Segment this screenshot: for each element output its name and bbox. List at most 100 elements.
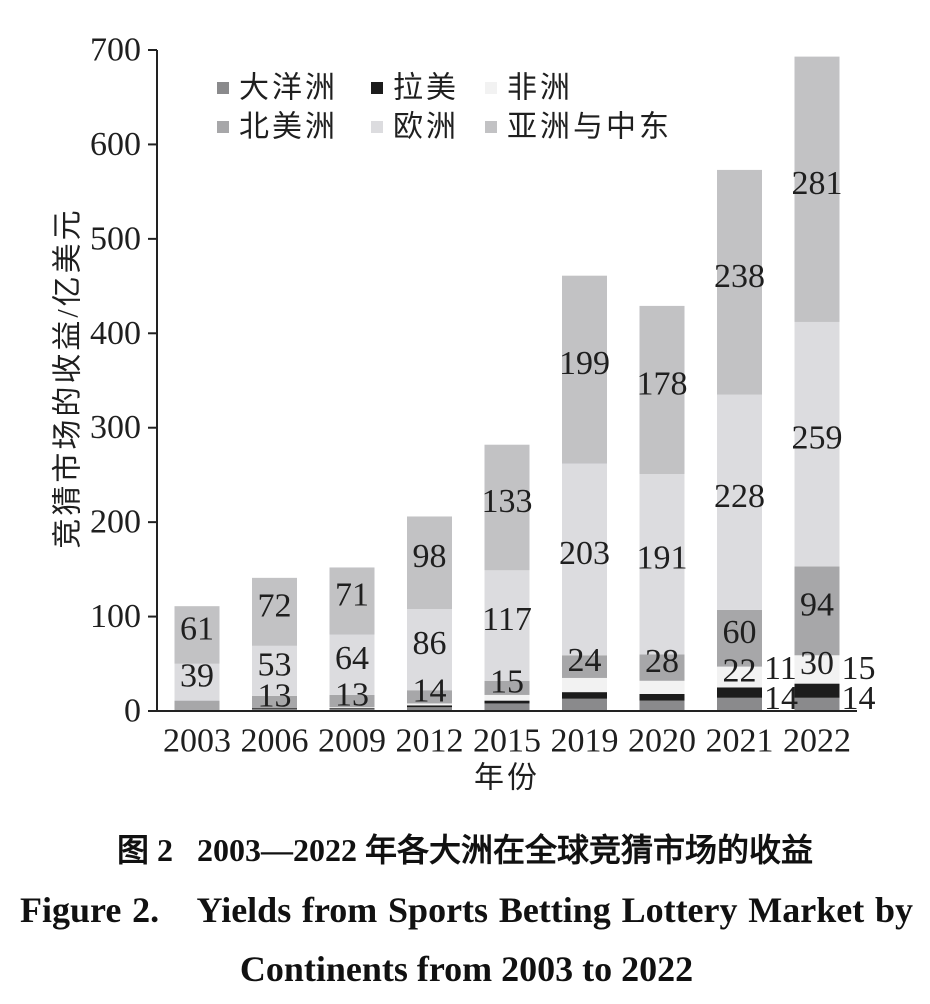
bar-2012-segment-1	[407, 707, 452, 711]
legend-swatch	[371, 121, 383, 133]
data-label-2021-segment-5: 228	[714, 478, 765, 515]
y-tick-label-100: 100	[90, 598, 141, 635]
y-axis-title: 竞猜市场的收益/亿美元	[52, 207, 85, 548]
bar-2021-segment-3	[717, 666, 762, 688]
bar-2003-segment-6	[174, 606, 220, 664]
x-tick-label-2021: 2021	[706, 723, 774, 760]
figure-caption-english: Figure 2. Yields from Sports Betting Lot…	[20, 881, 913, 999]
bar-2012-segment-5	[407, 609, 452, 691]
bar-2019-segment-1	[562, 698, 607, 711]
legend-label: 欧洲	[393, 111, 459, 144]
bars-group	[174, 56, 840, 711]
bar-2021-segment-5	[717, 394, 762, 610]
bar-2009-segment-3	[329, 707, 375, 709]
bar-2009-segment-6	[329, 567, 375, 635]
data-label-2022-segment-4: 94	[800, 586, 834, 623]
bar-2015-segment-3	[484, 694, 530, 701]
bar-2009-segment-2	[329, 708, 375, 710]
bar-2012-segment-2	[407, 705, 452, 708]
bar-2022-segment-1	[794, 697, 840, 711]
bar-2021-segment-2	[717, 687, 762, 698]
bar-2022-segment-4	[794, 566, 840, 656]
data-label-2019-segment-6: 199	[559, 345, 610, 382]
legend-item-2: 拉美	[371, 72, 459, 105]
data-label-2012-segment-4: 14	[413, 672, 447, 709]
bar-2015-segment-2	[484, 700, 530, 704]
x-tick-label-2015: 2015	[473, 723, 541, 760]
data-label-2020-segment-6: 178	[637, 365, 688, 402]
legend-swatch	[485, 121, 497, 133]
bar-2019-segment-6	[562, 275, 607, 464]
data-label-2021-segment-6: 238	[714, 258, 765, 295]
data-label-2019-segment-4: 24	[568, 642, 602, 679]
bar-2022-segment-3	[794, 655, 840, 684]
legend-label: 北美洲	[239, 111, 338, 144]
bar-2022-segment-5	[794, 321, 840, 567]
x-tick-label-2009: 2009	[318, 723, 386, 760]
bar-2012-segment-6	[407, 516, 452, 610]
bar-2020-segment-5	[639, 473, 685, 655]
data-label-2020-segment-4: 28	[645, 643, 679, 680]
bar-2020-segment-4	[639, 654, 685, 681]
data-label-2022-segment-5: 259	[792, 420, 843, 457]
data-label-2022-segment-3: 30	[800, 645, 834, 682]
bar-2020-segment-3	[639, 680, 685, 695]
figure-number-label: Figure 2.	[20, 890, 160, 930]
y-tick-label-200: 200	[90, 504, 141, 541]
bar-2015-segment-6	[484, 444, 530, 571]
data-label-2022-segment-6: 281	[792, 165, 843, 202]
data-label-2022-segment-2: 15	[842, 650, 876, 687]
bar-2019-segment-4	[562, 655, 607, 678]
data-label-2021-segment-3: 22	[723, 653, 757, 690]
legend-swatch	[217, 121, 229, 133]
y-tick-label-300: 300	[90, 409, 141, 446]
bar-2019-segment-3	[562, 677, 607, 693]
bar-2020-segment-6	[639, 305, 685, 474]
x-tick-label-2019: 2019	[551, 723, 619, 760]
bar-2020-segment-2	[639, 694, 685, 701]
x-tick-label-2012: 2012	[396, 723, 464, 760]
data-label-2021-segment-4: 60	[723, 614, 757, 651]
bar-2020-segment-1	[639, 700, 685, 711]
data-label-2009-segment-5: 64	[335, 640, 369, 677]
data-label-2012-segment-5: 86	[413, 625, 447, 662]
data-label-2003-segment-5: 39	[180, 658, 214, 695]
data-label-2020-segment-5: 191	[637, 540, 688, 577]
bar-2021-segment-6	[717, 169, 762, 395]
bar-2019-segment-2	[562, 692, 607, 699]
figure-caption-text: Yields from Sports Betting Lottery Marke…	[196, 890, 914, 989]
legend-item-6: 亚洲与中东	[485, 111, 672, 144]
legend-label: 非洲	[507, 72, 573, 105]
bar-2021-segment-4	[717, 609, 762, 667]
data-label-2009-segment-4: 13	[335, 677, 369, 714]
bar-2009-segment-4	[329, 694, 375, 708]
legend-label: 亚洲与中东	[507, 111, 672, 144]
legend-item-1: 大洋洲	[217, 72, 335, 105]
data-label-2015-segment-5: 117	[482, 601, 532, 638]
bar-2022-segment-2	[794, 683, 840, 698]
legend-label: 拉美	[393, 72, 459, 105]
legend-item-5: 欧洲	[371, 111, 459, 144]
bar-2006-segment-4	[252, 695, 297, 709]
data-label-2012-segment-6: 98	[413, 538, 447, 575]
bar-2015-segment-4	[484, 680, 530, 695]
data-label-2015-segment-4: 15	[490, 663, 524, 700]
legend-item-3: 非洲	[485, 72, 573, 105]
data-label-2006-segment-5: 53	[258, 646, 292, 683]
bar-2003-segment-4	[174, 700, 220, 711]
bar-2019-segment-5	[562, 463, 607, 656]
y-tick-label-700: 700	[90, 32, 141, 69]
x-tick-label-2006: 2006	[241, 723, 309, 760]
bar-2012-segment-4	[407, 690, 452, 704]
data-label-2009-segment-6: 71	[335, 576, 369, 613]
legend-swatch	[371, 82, 383, 94]
bar-2015-segment-1	[484, 703, 530, 711]
y-tick-label-0: 0	[124, 693, 141, 730]
y-axis-ticks: 0 100 200 300 400 500 600 700	[90, 32, 157, 730]
data-label-2006-segment-6: 72	[258, 587, 292, 624]
bar-2012-segment-3	[407, 703, 452, 706]
